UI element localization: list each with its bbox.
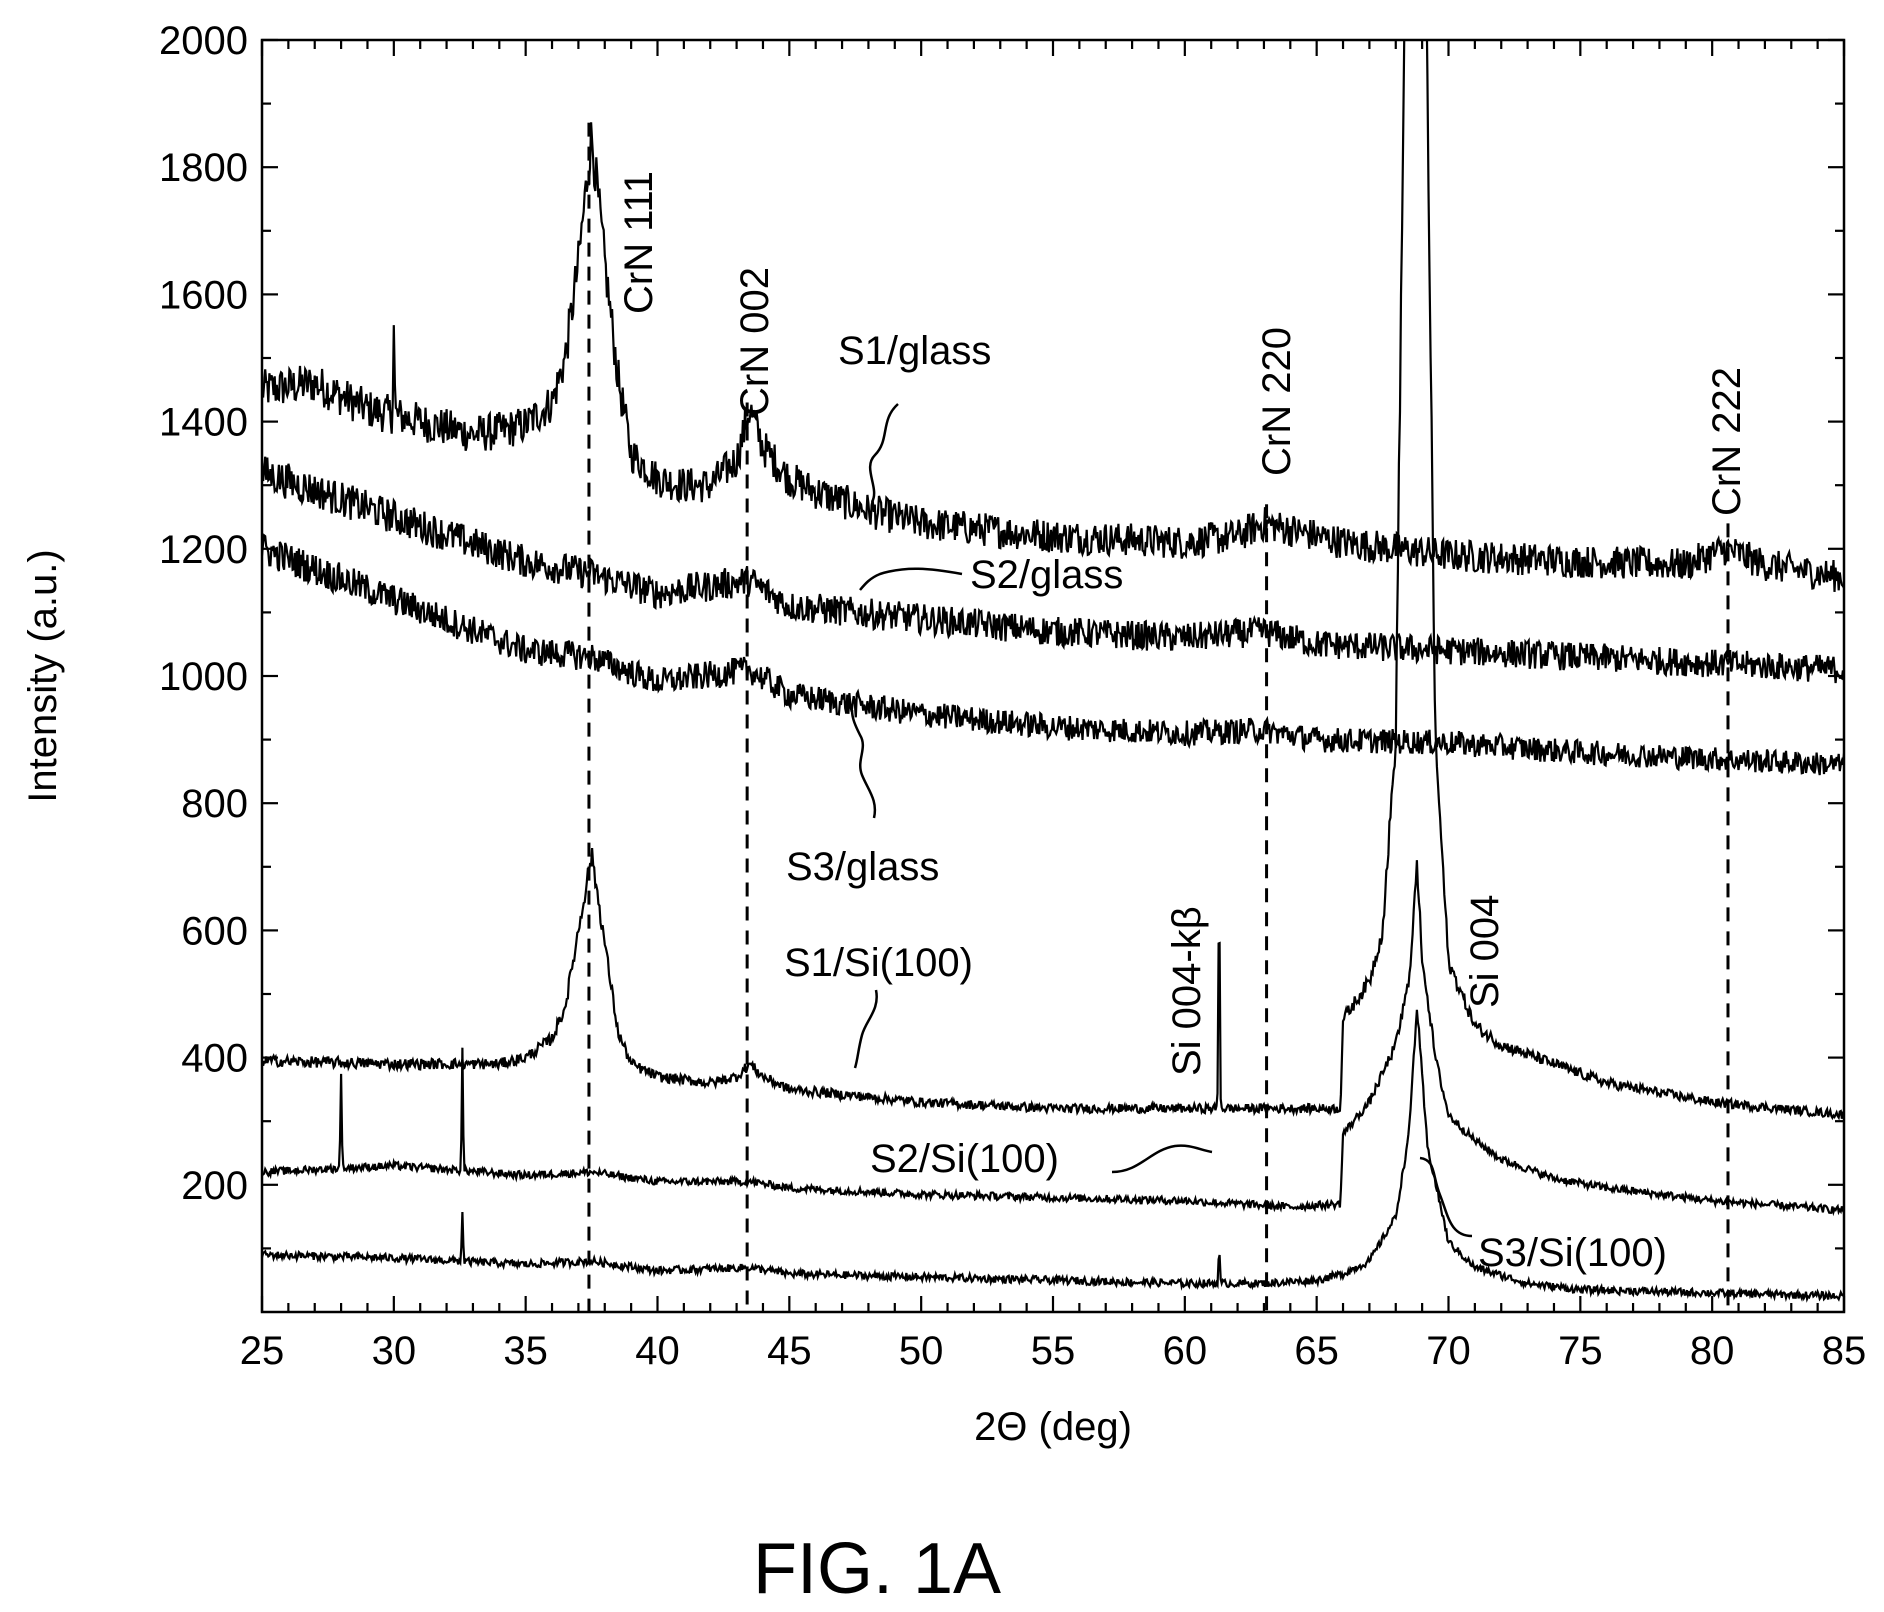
reference-label-crn-222: CrN 222 <box>1705 367 1749 516</box>
leader-s1-si100 <box>853 989 878 1069</box>
leader-s1-glass <box>868 403 899 503</box>
series-line-s2-si-100 <box>262 860 1844 1217</box>
x-tick-label: 35 <box>503 1329 548 1373</box>
series-line-s3-si-100 <box>262 1009 1844 1303</box>
x-tick-label: 55 <box>1031 1329 1076 1373</box>
annotation-si-004-kb: Si 004-kβ <box>1165 906 1209 1076</box>
leader-s2-glass <box>859 567 963 591</box>
leader-s3-si100 <box>1419 1156 1473 1238</box>
y-tick-label: 1000 <box>159 655 248 699</box>
y-tick-label: 600 <box>181 909 248 953</box>
x-tick-label: 65 <box>1294 1329 1339 1373</box>
y-tick-label: 1400 <box>159 401 248 445</box>
reference-label-crn-220: CrN 220 <box>1255 327 1299 476</box>
x-tick-label: 50 <box>899 1329 944 1373</box>
x-tick-label: 40 <box>635 1329 680 1373</box>
series-line-s2-glass <box>262 456 1844 684</box>
figure-caption: FIG. 1A <box>753 1529 1001 1607</box>
y-axis-title: Intensity (a.u.) <box>21 549 65 802</box>
y-tick-label: 800 <box>181 782 248 826</box>
y-tick-label: 1800 <box>159 146 248 190</box>
y-tick-label: 1600 <box>159 273 248 317</box>
x-tick-label: 45 <box>767 1329 812 1373</box>
series-label-s1-glass: S1/glass <box>838 329 991 373</box>
series-line-s1-si-100 <box>262 40 1844 1121</box>
reference-label-crn-111: CrN 111 <box>617 171 661 314</box>
series-label-s3-glass: S3/glass <box>786 845 939 889</box>
x-tick-label: 25 <box>240 1329 285 1373</box>
y-tick-label: 2000 <box>159 19 248 63</box>
series-label-s3-si100: S3/Si(100) <box>1478 1231 1667 1275</box>
reference-label-crn-002: CrN 002 <box>733 267 777 416</box>
series-label-s2-si100: S2/Si(100) <box>870 1137 1059 1181</box>
x-tick-label: 60 <box>1163 1329 1208 1373</box>
series-label-s2-glass: S2/glass <box>970 553 1123 597</box>
y-tick-label: 400 <box>181 1037 248 1081</box>
leader-s2-si100 <box>1111 1144 1213 1174</box>
annotation-si-004: Si 004 <box>1463 895 1507 1008</box>
series-line-s3-glass <box>262 533 1844 776</box>
x-axis-title: 2Θ (deg) <box>974 1405 1132 1449</box>
series-label-s1-si100: S1/Si(100) <box>784 941 973 985</box>
plot-frame <box>260 38 1846 1314</box>
y-tick-label: 200 <box>181 1164 248 1208</box>
x-tick-label: 30 <box>372 1329 417 1373</box>
leader-s3-glass <box>850 709 877 819</box>
x-tick-label: 70 <box>1426 1329 1471 1373</box>
x-tick-label: 75 <box>1558 1329 1603 1373</box>
series-line-s1-glass <box>262 122 1844 592</box>
y-tick-label: 1200 <box>159 528 248 572</box>
x-tick-label: 80 <box>1690 1329 1735 1373</box>
x-tick-label: 85 <box>1822 1329 1867 1373</box>
